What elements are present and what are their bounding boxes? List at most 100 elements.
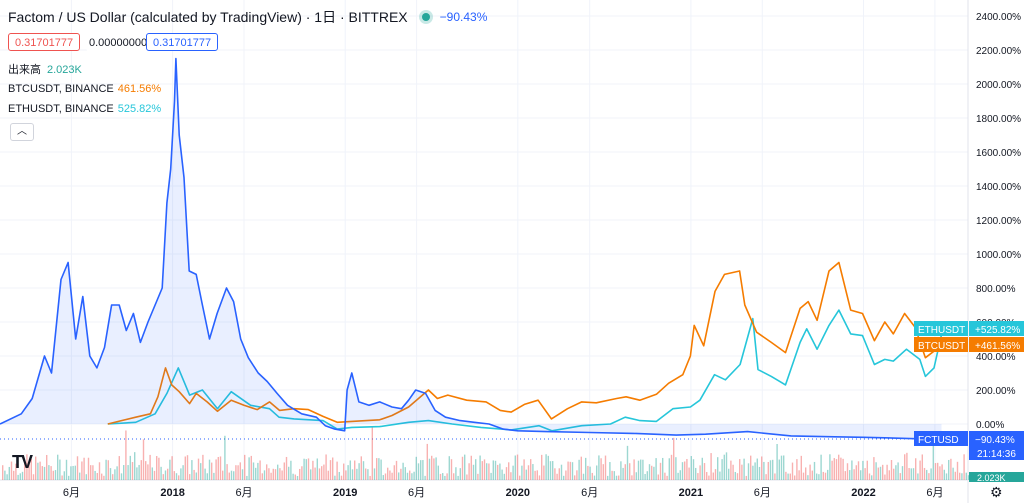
- volume-bar: [571, 462, 574, 480]
- volume-bar: [400, 468, 402, 480]
- sell-price-box[interactable]: 0.31701777: [8, 33, 81, 51]
- volume-bar: [43, 466, 46, 480]
- volume-bar: [274, 469, 277, 480]
- volume-bar: [928, 473, 930, 480]
- volume-bar: [574, 475, 576, 480]
- volume-bar: [206, 473, 208, 480]
- volume-bar: [897, 462, 899, 480]
- volume-bar: [609, 462, 611, 480]
- volume-bar: [514, 455, 516, 480]
- volume-bar: [398, 472, 400, 480]
- volume-bar: [470, 455, 472, 480]
- legend-btc-label: BTCUSDT, BINANCE: [8, 83, 114, 95]
- legend-btc[interactable]: BTCUSDT, BINANCE 461.56%: [8, 83, 161, 95]
- volume-bar: [387, 467, 389, 480]
- volume-bar: [538, 475, 541, 480]
- volume-bar: [719, 471, 721, 480]
- volume-bar: [395, 460, 398, 480]
- volume-bar: [563, 475, 565, 480]
- volume-bar: [809, 464, 811, 480]
- x-tick-label: 2020: [506, 487, 530, 499]
- volume-bar: [613, 471, 615, 480]
- volume-bar: [802, 472, 805, 480]
- volume-bar: [63, 471, 65, 480]
- volume-bar: [508, 462, 510, 480]
- volume-bar: [866, 460, 868, 480]
- volume-bar: [655, 458, 657, 480]
- volume-bar: [816, 473, 818, 480]
- volume-bar: [288, 466, 290, 480]
- volume-bar: [875, 462, 877, 480]
- volume-bar: [426, 443, 428, 480]
- volume-bar: [835, 459, 838, 480]
- volume-bar: [340, 475, 343, 480]
- volume-bar: [213, 472, 215, 480]
- volume-bar: [536, 470, 538, 480]
- volume-bar: [32, 474, 35, 480]
- volume-bar: [604, 455, 607, 480]
- y-tick-label: 1200.00%: [976, 216, 1021, 227]
- volume-bar: [569, 461, 571, 480]
- volume-bar: [624, 464, 626, 480]
- volume-bar: [147, 464, 149, 480]
- volume-bar: [965, 472, 967, 480]
- volume-bar: [184, 456, 186, 480]
- volume-bar: [703, 463, 706, 480]
- volume-bar: [600, 458, 602, 480]
- volume-bar: [455, 467, 457, 480]
- volume-bar: [186, 455, 189, 480]
- volume-bar: [701, 457, 703, 480]
- volume-bar: [822, 471, 824, 480]
- volume-bar: [41, 466, 43, 480]
- volume-bar: [90, 465, 92, 480]
- buy-price-box[interactable]: 0.31701777: [146, 33, 219, 51]
- volume-bar: [791, 462, 794, 480]
- tradingview-logo-icon[interactable]: TV: [12, 452, 33, 472]
- volume-bar: [756, 458, 758, 480]
- symbol-title[interactable]: Factom / US Dollar (calculated by Tradin…: [8, 9, 408, 25]
- volume-bar: [241, 469, 244, 480]
- volume-bar: [338, 471, 340, 480]
- legend-eth[interactable]: ETHUSDT, BINANCE 525.82%: [8, 103, 161, 115]
- volume-bar: [211, 462, 213, 480]
- volume-bar: [285, 456, 288, 480]
- volume-bar: [712, 472, 714, 480]
- volume-bar: [413, 471, 415, 480]
- volume-bar: [28, 463, 30, 480]
- volume-bar: [189, 474, 191, 480]
- volume-bar: [61, 475, 63, 480]
- volume-bar: [301, 466, 303, 480]
- legend-volume[interactable]: 出来高 2.023K: [8, 61, 82, 77]
- volume-bar: [180, 468, 182, 480]
- volume-bar: [252, 462, 255, 480]
- volume-bar: [765, 474, 767, 480]
- volume-bar: [57, 454, 59, 480]
- volume-bar: [763, 461, 765, 480]
- volume-bar: [464, 454, 466, 480]
- volume-bar: [864, 468, 866, 480]
- volume-bar: [167, 468, 169, 480]
- volume-bar: [967, 475, 970, 480]
- volume-bar: [846, 463, 849, 480]
- volume-bar: [171, 456, 173, 480]
- volume-bar: [952, 467, 954, 480]
- volume-bar: [59, 459, 61, 480]
- volume-bar: [785, 471, 787, 480]
- volume-bar: [908, 468, 910, 480]
- volume-bar: [840, 457, 842, 480]
- volume-bar: [131, 462, 134, 480]
- volume-bar: [255, 467, 257, 480]
- volume-bar: [521, 465, 523, 480]
- volume-bar: [855, 465, 857, 480]
- volume-bar: [6, 474, 8, 480]
- gear-icon[interactable]: ⚙: [990, 484, 1003, 500]
- volume-bar: [664, 472, 666, 480]
- collapse-legend-button[interactable]: ︿: [10, 123, 34, 141]
- volume-bar: [358, 463, 360, 480]
- volume-bar: [635, 472, 637, 480]
- volume-bar: [657, 474, 659, 480]
- volume-bar: [272, 468, 274, 480]
- series-value-label: +525.82%: [975, 325, 1020, 336]
- volume-bar: [259, 460, 261, 480]
